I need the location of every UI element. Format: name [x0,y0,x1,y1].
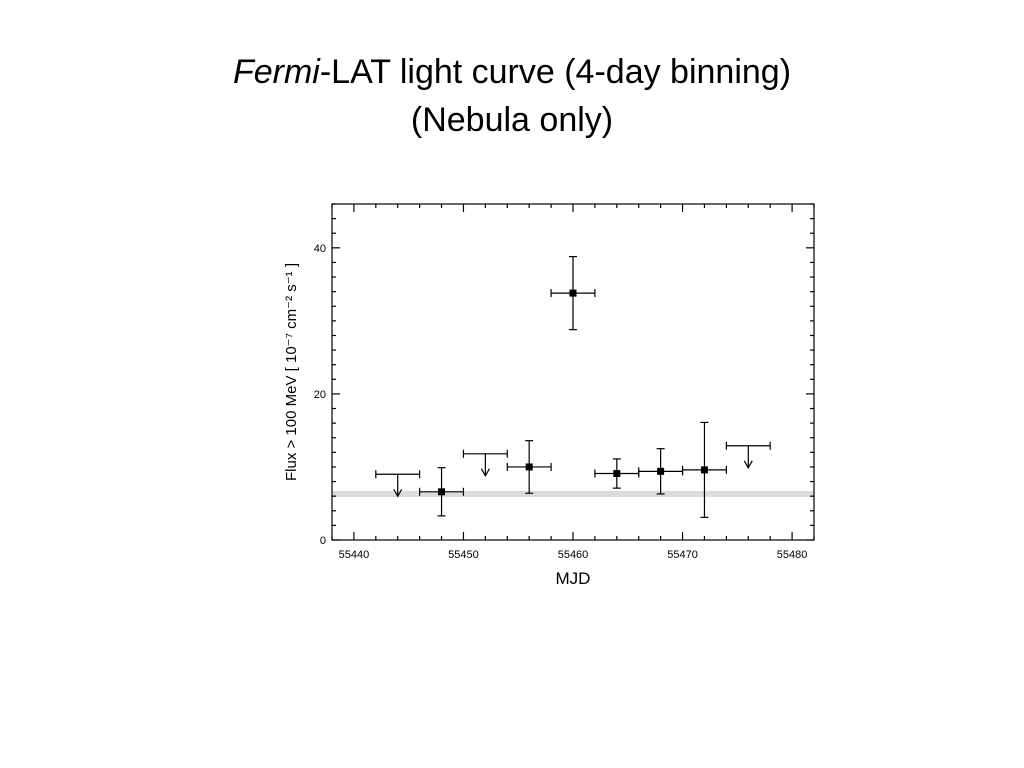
baseline-band [332,490,814,497]
y-tick-label: 20 [314,389,326,401]
plot-frame [331,203,815,541]
title-rest: -LAT light curve (4-day binning) [319,53,792,91]
slide-title: Fermi-LAT light curve (4-day binning) (N… [0,48,1024,144]
data-point [569,289,577,297]
title-line: Fermi-LAT light curve (4-day binning) [0,48,1024,96]
x-tick-label: 55460 [558,549,589,561]
data-point [438,488,446,496]
x-axis-label: MJD [556,569,591,588]
y-tick-label: 40 [314,243,326,255]
upper-limit-arrow-head [393,488,403,498]
y-tick-label: 0 [320,535,326,547]
data-point [613,470,621,478]
x-tick-label: 55440 [339,549,370,561]
data-point [525,463,533,471]
y-axis-label: Flux > 100 MeV [ 10⁻⁷ cm⁻² s⁻¹ ] [283,263,300,481]
x-tick-label: 55450 [448,549,479,561]
subtitle: (Nebula only) [410,101,614,139]
data-point [700,466,708,474]
data-point [657,467,665,475]
title-italic: Fermi [232,53,320,91]
x-tick-label: 55470 [667,549,698,561]
light-curve-chart: 55440 55450 55460 55470 55480 0 20 40 MJD Flux > … [283,203,815,588]
upper-limit-arrow-head [743,460,753,469]
upper-limit-arrow-head [480,468,490,478]
x-tick-label: 55480 [777,549,808,561]
